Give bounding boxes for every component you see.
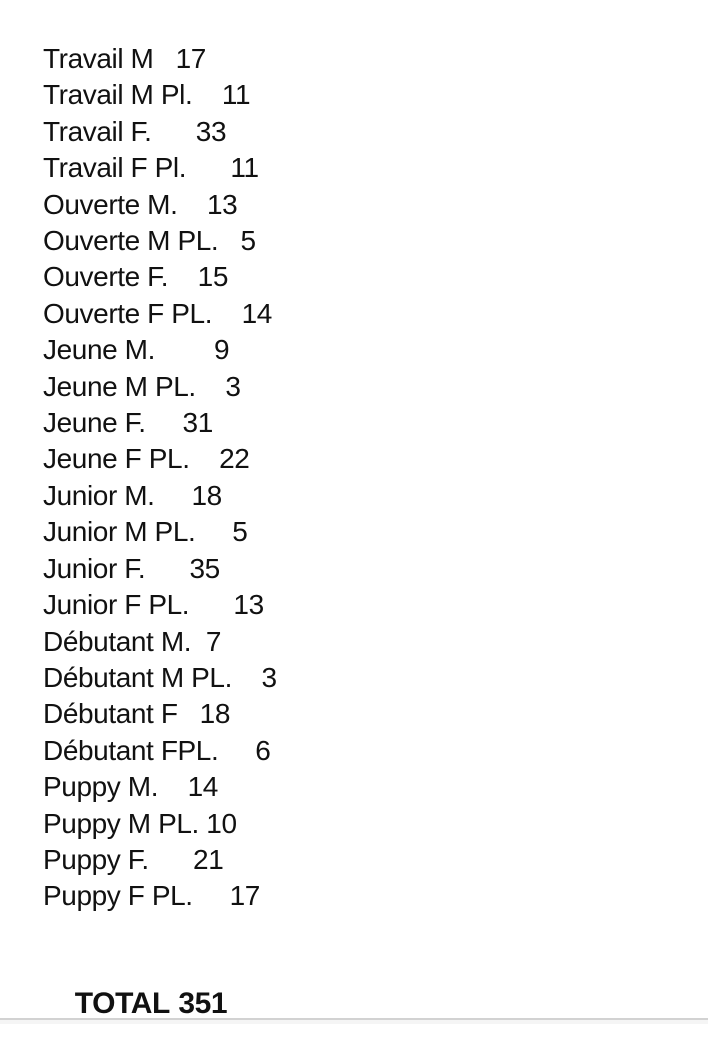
list-row: Travail F Pl. 11: [43, 152, 259, 184]
document-page: { "page": { "background": "#ffffff", "te…: [0, 43, 708, 1024]
list-row: Ouverte M PL. 5: [43, 225, 256, 257]
list-row: Ouverte F. 15: [43, 261, 229, 293]
total-label: TOTAL: [74, 986, 171, 1020]
total-value: 351: [178, 986, 228, 1020]
list-row: Junior F PL. 13: [43, 589, 264, 621]
list-row: Débutant M PL. 3: [43, 661, 277, 693]
list-row: Puppy M PL. 10: [43, 807, 237, 839]
list-row: Puppy M. 14: [43, 771, 218, 803]
category-list: Travail M 17 Travail M Pl. 11 Travail F. 3…: [43, 41, 698, 915]
list-row: Puppy F PL. 17: [43, 880, 260, 912]
list-row: Travail M 17: [43, 43, 206, 74]
list-row: Jeune F. 31: [43, 407, 213, 439]
list-row: Débutant FPL. 6: [43, 734, 271, 766]
list-row: Ouverte M. 13: [43, 188, 238, 220]
page-bottom-divider: [0, 1018, 708, 1024]
list-row: Jeune M PL. 3: [43, 370, 241, 402]
list-row: Puppy F. 21: [43, 843, 224, 875]
total-line: TOTAL 351: [43, 948, 698, 1059]
list-row: Travail M Pl. 11: [43, 79, 251, 111]
list-row: Junior M. 18: [43, 479, 222, 511]
list-row: Junior F. 35: [43, 552, 220, 584]
list-row: Jeune M. 9: [43, 334, 230, 366]
list-row: Débutant F 18: [43, 698, 231, 730]
list-row: Ouverte F PL. 14: [43, 297, 272, 329]
list-row: Travail F. 33: [43, 115, 227, 147]
list-row: Junior M PL. 5: [43, 516, 248, 548]
list-row: Débutant M. 7: [43, 625, 222, 657]
list-row: Jeune F PL. 22: [43, 443, 250, 475]
